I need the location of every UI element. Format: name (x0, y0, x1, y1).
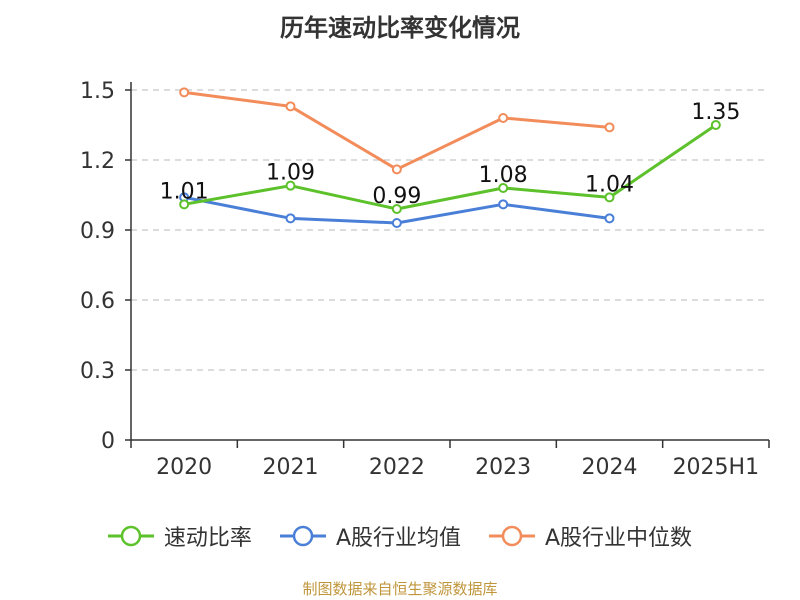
data-point (604, 192, 615, 203)
y-tick-label: 0.6 (80, 289, 115, 314)
data-point (498, 113, 509, 123)
y-tick-label: 0 (101, 429, 115, 454)
data-point (391, 218, 402, 228)
data-label: 1.01 (160, 179, 209, 204)
source-note: 制图数据来自恒生聚源数据库 (302, 580, 498, 598)
data-labels: 1.01 1.09 0.99 1.08 1.04 1.35 (160, 100, 741, 209)
data-label: 1.08 (479, 163, 528, 188)
x-tick-label: 2020 (156, 455, 212, 480)
legend-item[interactable]: A股行业均值 (279, 520, 461, 552)
x-tick-label: 2021 (263, 455, 319, 480)
grid-lines (131, 89, 769, 371)
data-point (391, 164, 402, 175)
x-tick-label: 2025H1 (673, 455, 760, 480)
data-point (391, 204, 402, 214)
data-point (285, 101, 296, 112)
data-label: 1.35 (691, 100, 740, 125)
data-label: 1.09 (266, 161, 315, 186)
series-line (183, 90, 610, 171)
legend-marker (120, 525, 142, 547)
legend-marker (292, 525, 314, 547)
legend-swatch (107, 525, 154, 547)
series-lines (179, 87, 721, 228)
data-point (604, 213, 615, 224)
x-tick-label: 2024 (582, 455, 638, 480)
legend-swatch (279, 525, 326, 547)
x-tick-label: 2022 (369, 455, 425, 480)
legend-item[interactable]: 速动比率 (107, 520, 252, 552)
legend: 速动比率 A股行业均值 A股行业中位数 (0, 518, 800, 554)
data-point (710, 120, 721, 130)
data-point (285, 213, 296, 224)
legend-label: A股行业中位数 (545, 526, 693, 551)
legend-label: 速动比率 (163, 526, 252, 551)
x-tick-label: 2023 (475, 455, 531, 480)
data-point (285, 180, 296, 191)
data-label: 1.04 (585, 172, 634, 197)
data-point (179, 87, 190, 98)
chart-title: 历年速动比率变化情况 (280, 14, 520, 42)
legend-marker (501, 525, 523, 547)
data-point (498, 199, 509, 210)
y-tick-label: 1.5 (80, 79, 115, 104)
legend-label: A股行业均值 (335, 526, 461, 551)
y-tick-label: 0.3 (80, 359, 115, 384)
y-tick-label: 0.9 (80, 219, 115, 244)
axes: 0 0.3 0.6 0.9 1.2 1.5 2020 2021 2022 2023 2024 2025… (80, 79, 770, 480)
data-point (179, 199, 190, 210)
data-point (604, 122, 615, 133)
series-line (183, 123, 717, 211)
legend-swatch (489, 525, 535, 547)
legend-item[interactable]: A股行业中位数 (489, 520, 692, 552)
data-point (498, 183, 509, 193)
data-label: 0.99 (372, 184, 421, 209)
y-tick-label: 1.2 (80, 149, 115, 174)
